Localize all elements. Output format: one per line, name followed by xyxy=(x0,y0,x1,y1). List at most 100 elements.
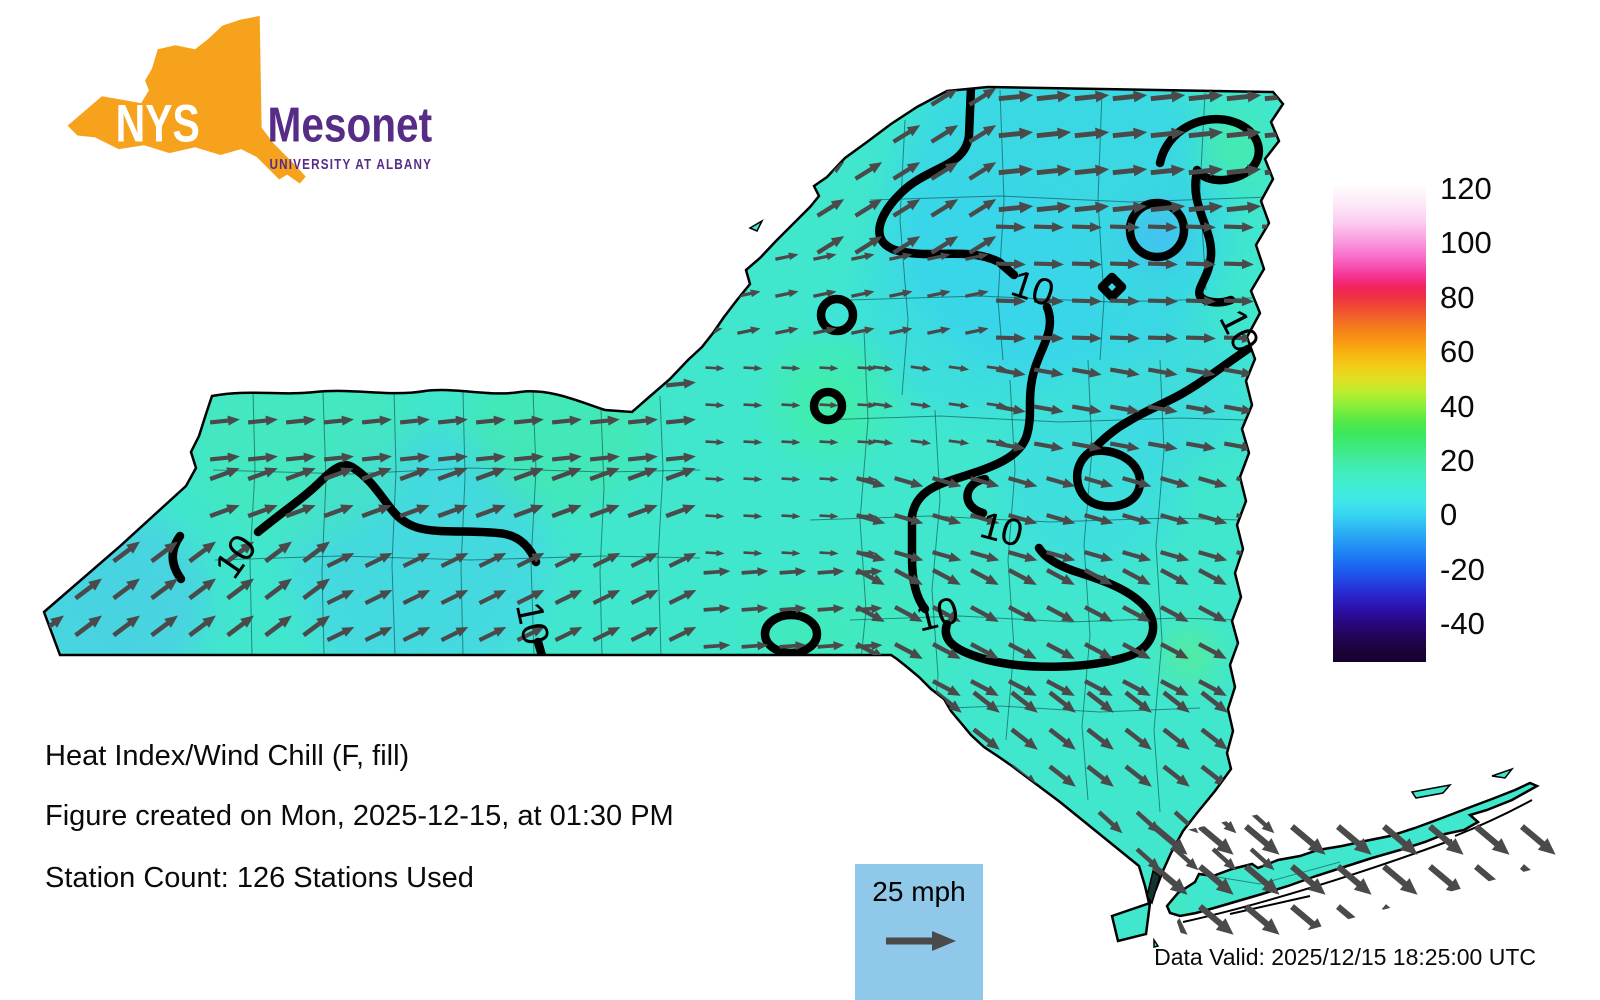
barrier-island-shoreline xyxy=(1229,895,1311,915)
wind-arrow-icon xyxy=(1188,164,1224,177)
wind-arrow-icon xyxy=(1261,367,1292,378)
wind-arrow-icon xyxy=(781,365,801,372)
state-outline xyxy=(1110,901,1152,943)
wind-arrow-icon xyxy=(627,415,658,426)
wind-arrow-icon xyxy=(1121,605,1151,622)
wind-arrow-icon xyxy=(779,641,807,651)
wind-arrow-icon xyxy=(781,402,801,409)
wind-arrow-icon xyxy=(1046,476,1076,488)
wind-arrow-icon xyxy=(1198,513,1228,525)
wind-arrow-icon xyxy=(1147,259,1178,270)
wind-arrow-icon xyxy=(931,679,961,696)
wind-arrow-icon xyxy=(775,326,799,335)
wind-arrow-icon xyxy=(1226,164,1262,177)
wind-arrow-icon xyxy=(854,162,883,181)
wind-arrow-icon xyxy=(1162,727,1190,750)
colorbar-tick: -40 xyxy=(1440,606,1485,642)
wind-arrow-icon xyxy=(1007,568,1037,585)
wind-arrow-icon xyxy=(1036,90,1072,103)
wind-arrow-icon xyxy=(150,578,178,601)
wind-arrow-icon xyxy=(1071,296,1102,307)
wind-arrow-icon xyxy=(813,252,837,261)
wind-arrow-icon xyxy=(1036,127,1072,140)
wind-arrow-icon xyxy=(475,378,506,389)
wind-arrow-icon xyxy=(1010,727,1038,750)
wind-arrow-icon xyxy=(1261,404,1292,415)
wind-arrow-icon xyxy=(965,252,989,261)
wind-arrow-icon xyxy=(1109,296,1140,307)
wind-arrow-icon xyxy=(781,439,801,446)
wind-arrow-icon xyxy=(1197,679,1227,696)
wind-arrow-icon xyxy=(972,764,1000,787)
wind-arrow-icon xyxy=(361,504,392,519)
wind-arrow-icon xyxy=(1033,441,1064,452)
wind-arrow-icon xyxy=(150,541,178,564)
wind-arrow-icon xyxy=(1197,864,1234,895)
wind-arrow-icon xyxy=(1033,222,1064,233)
wind-arrow-icon xyxy=(399,415,430,426)
wind-arrow-icon xyxy=(1121,568,1151,585)
wind-arrow-icon xyxy=(1122,550,1152,562)
wind-arrow-icon xyxy=(1048,690,1076,713)
wind-arrow-icon xyxy=(743,402,763,409)
colorbar-tick: 100 xyxy=(1440,225,1492,261)
wind-arrow-icon xyxy=(1112,201,1148,214)
wind-arrow-icon xyxy=(668,627,697,642)
wind-arrow-icon xyxy=(630,590,659,605)
wind-arrow-icon xyxy=(817,641,845,651)
wind-arrow-icon xyxy=(1226,127,1262,140)
wind-arrow-icon xyxy=(703,567,731,577)
wind-arrow-icon xyxy=(1226,201,1262,214)
wind-arrow-icon xyxy=(302,541,330,564)
wind-arrow-icon xyxy=(995,367,1026,378)
wind-arrow-icon xyxy=(1197,568,1227,585)
wind-arrow-icon xyxy=(948,439,970,446)
wind-arrow-icon xyxy=(1519,824,1556,855)
wind-arrow-icon xyxy=(856,476,886,488)
wind-arrow-icon xyxy=(1185,296,1216,307)
wind-arrow-icon xyxy=(1519,904,1556,935)
wind-arrow-icon xyxy=(705,439,725,446)
wind-arrow-icon xyxy=(775,252,799,261)
wind-arrow-icon xyxy=(1121,679,1151,696)
wind-arrow-icon xyxy=(743,439,763,446)
wind-arrow-icon xyxy=(1112,127,1148,140)
wind-arrow-icon xyxy=(323,452,354,463)
wind-arrow-icon xyxy=(478,590,507,605)
wind-arrow-icon xyxy=(969,642,999,659)
wind-arrow-icon xyxy=(816,125,845,144)
colorbar-tick: 80 xyxy=(1440,279,1475,315)
wind-arrow-icon xyxy=(74,615,102,638)
wind-arrow-icon xyxy=(285,378,316,389)
wind-arrow-icon xyxy=(737,326,761,335)
wind-arrow-icon xyxy=(1162,690,1190,713)
wind-arrow-icon xyxy=(592,590,621,605)
wind-arrow-icon xyxy=(817,604,845,614)
wind-arrow-icon xyxy=(1427,864,1464,895)
wind-arrow-icon xyxy=(1289,824,1326,855)
wind-arrow-icon xyxy=(819,476,839,483)
wind-arrow-icon xyxy=(1273,642,1303,659)
wind-arrow-icon xyxy=(285,415,316,426)
wind-arrow-icon xyxy=(1045,568,1075,585)
wind-arrow-icon xyxy=(995,259,1026,270)
wind-arrow-icon xyxy=(44,541,64,564)
wind-arrow-icon xyxy=(705,476,725,483)
wind-arrow-icon xyxy=(968,199,997,218)
wind-arrow-icon xyxy=(703,641,731,651)
wind-arrow-icon xyxy=(1084,550,1114,562)
wind-arrow-icon xyxy=(1045,679,1075,696)
wind-arrow-icon xyxy=(1519,864,1556,895)
wind-arrow-icon xyxy=(969,605,999,622)
islet xyxy=(1410,783,1452,799)
wind-arrow-icon xyxy=(1238,690,1266,713)
wind-arrow-icon xyxy=(1036,164,1072,177)
wind-arrow-icon xyxy=(1007,605,1037,622)
wind-arrow-icon xyxy=(1151,864,1188,895)
wind-arrow-icon xyxy=(668,553,697,568)
wind-arrow-icon xyxy=(1185,441,1216,452)
wind-arrow-icon xyxy=(705,513,725,520)
wind-arrow-icon xyxy=(478,627,507,642)
wind-arrow-icon xyxy=(1008,513,1038,525)
wind-arrow-icon xyxy=(1124,764,1152,787)
